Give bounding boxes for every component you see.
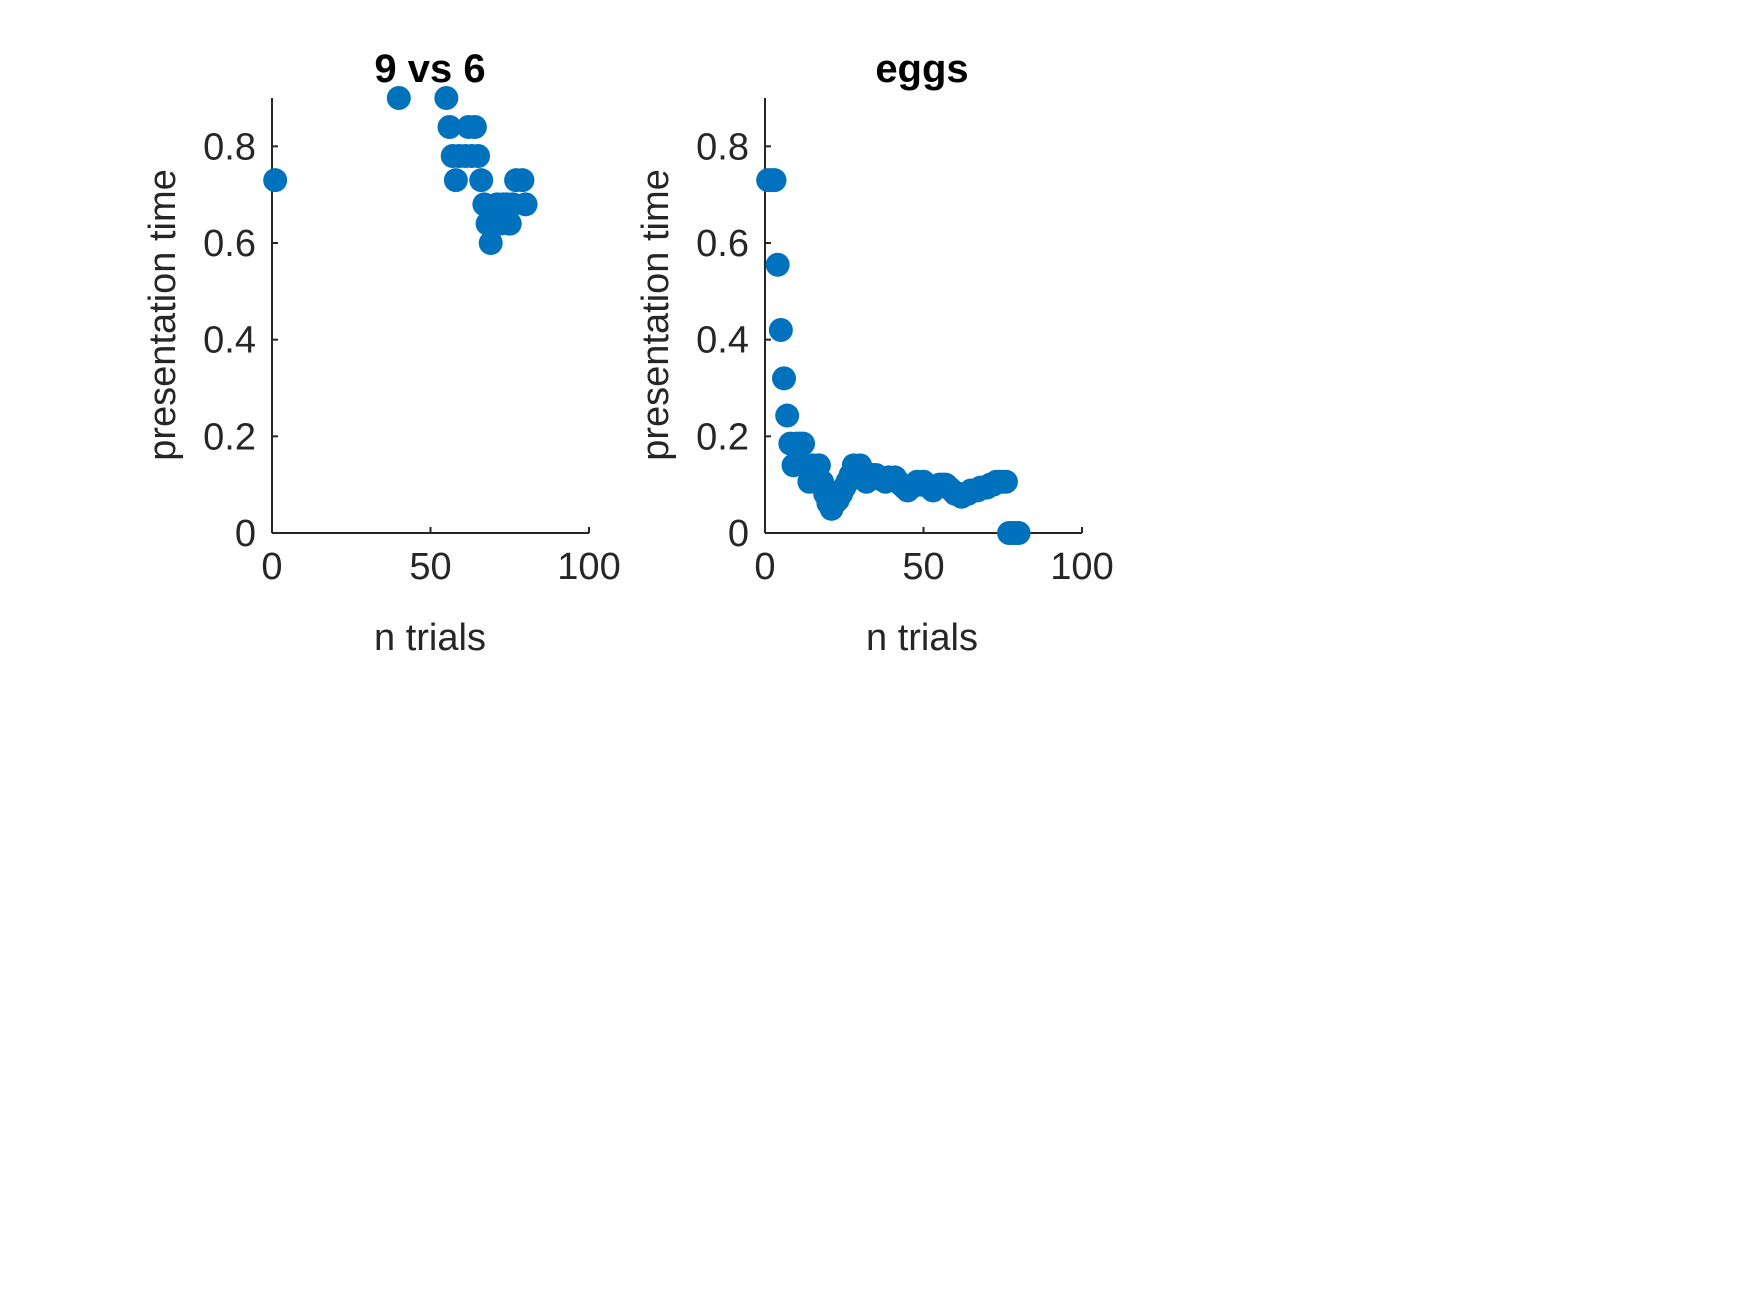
- x-tick-label: 100: [1050, 546, 1113, 588]
- x-ticks: 0 50 100: [261, 527, 621, 588]
- data-point: [510, 168, 535, 193]
- data-point: [497, 211, 522, 236]
- x-tick-label: 0: [754, 546, 775, 588]
- data-point: [263, 168, 288, 193]
- data-point: [993, 469, 1018, 494]
- chart-title: 9 vs 6: [374, 47, 485, 91]
- y-tick-label: 0.4: [203, 320, 256, 362]
- x-tick-label: 100: [557, 546, 620, 588]
- y-ticks: 0 0.2 0.4 0.6 0.8: [203, 126, 278, 555]
- data-point: [466, 144, 491, 168]
- y-tick-label: 0.6: [696, 223, 749, 265]
- data-point: [443, 168, 468, 193]
- data-point: [462, 115, 487, 139]
- chart-title: eggs: [875, 47, 968, 91]
- data-point: [791, 431, 816, 456]
- y-axis-label: presentation time: [142, 169, 184, 461]
- data-point: [434, 86, 459, 110]
- x-axis-label: n trials: [866, 617, 978, 659]
- x-tick-label: 50: [902, 546, 944, 588]
- x-axis-label: n trials: [374, 617, 486, 659]
- data-point: [513, 192, 538, 217]
- data-point: [478, 231, 503, 255]
- y-tick-label: 0: [728, 513, 749, 555]
- data-point: [768, 318, 793, 342]
- y-tick-label: 0.8: [203, 126, 256, 168]
- data-point: [762, 168, 787, 193]
- data-point: [765, 252, 790, 277]
- data-points: [756, 168, 1031, 545]
- data-point: [775, 403, 800, 428]
- data-point: [469, 168, 494, 193]
- y-tick-label: 0.2: [696, 416, 749, 458]
- x-tick-label: 0: [261, 546, 282, 588]
- data-point: [437, 115, 462, 139]
- subplot-9-vs-6: 9 vs 6 0 0.2 0.4 0.6 0.8 0 50 100 n trials pre…: [142, 47, 621, 659]
- y-tick-label: 0.6: [203, 223, 256, 265]
- subplot-eggs: eggs 0 0.2 0.4 0.6 0.8 0 50 100 n trials prese…: [635, 47, 1114, 659]
- x-ticks: 0 50 100: [754, 527, 1114, 588]
- data-point: [1006, 521, 1031, 545]
- data-point: [386, 86, 411, 110]
- y-tick-label: 0: [235, 513, 256, 555]
- y-axis-label: presentation time: [635, 169, 677, 461]
- y-ticks: 0 0.2 0.4 0.6 0.8: [696, 126, 771, 555]
- data-points: [263, 86, 538, 255]
- data-point: [772, 366, 797, 391]
- y-tick-label: 0.4: [696, 320, 749, 362]
- y-tick-label: 0.8: [696, 126, 749, 168]
- y-tick-label: 0.2: [203, 416, 256, 458]
- x-tick-label: 50: [409, 546, 451, 588]
